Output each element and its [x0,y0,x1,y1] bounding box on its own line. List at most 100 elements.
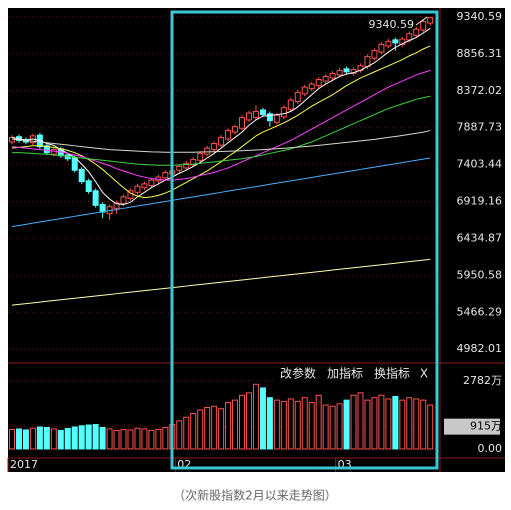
toolbar-button[interactable]: 加指标 [327,366,363,381]
y-tick-label: 7887.73 [457,121,503,134]
y-tick-label: 915万 [470,420,502,433]
caption: （次新股指数2月以来走势图） [173,488,337,503]
candle-body [378,43,385,53]
x-tick-label: 2017 [10,458,38,471]
candle-body [134,185,141,193]
candle-body [183,162,190,169]
candle-body [162,171,169,179]
volume-bar [78,425,85,450]
volume-bar [364,399,371,450]
candle-body [218,136,225,146]
annotation-pointer [415,16,428,26]
volume-bar [99,426,106,450]
candle-body [294,91,301,103]
ma-line [11,258,431,306]
volume-bar [239,394,246,450]
volume-bar [280,400,287,450]
volume-bar [413,398,420,450]
y-tick-label: 9340.59 [457,10,503,23]
volume-bar [329,405,336,450]
volume-bar [350,394,357,450]
ma-line [11,157,431,228]
volume-bar [85,424,92,450]
candle-body [336,69,343,76]
volume-bar [127,429,134,450]
y-tick-label: 0.00 [478,442,503,455]
y-tick-label: 5950.58 [457,268,503,281]
y-tick-label: 6434.87 [457,231,503,244]
volume-bar [15,428,22,450]
volume-bar [50,428,57,450]
toolbar-button[interactable]: 改参数 [280,366,316,381]
volume-bar [259,387,266,450]
candle-body [413,28,420,36]
candle-body [239,117,246,129]
volume-bar [273,399,280,450]
y-tick-label: 5466.29 [457,305,503,318]
candle-body [301,86,308,95]
candle-body [225,130,232,140]
volume-bar [420,399,427,450]
candle-body [190,159,197,166]
candle-body [176,165,183,171]
candle-body [197,152,204,161]
volume-bar [399,399,406,450]
annotation: 9340.59 [369,18,415,31]
candle-body [113,202,120,209]
volume-bar [315,394,322,450]
volume-bar [155,428,162,450]
candle-body [245,112,252,121]
volume-bar [92,424,99,450]
candle-body [120,196,127,205]
volume-bar [120,428,127,450]
volume-bar [343,399,350,450]
candle-body [43,145,50,154]
y-tick-label: 7403.44 [457,158,503,171]
volume-bar [43,426,50,450]
volume-bar [427,404,434,450]
volume-bar [71,426,78,450]
volume-bar [190,413,197,450]
candle-body [427,17,434,24]
toolbar-button[interactable]: X [420,367,428,381]
volume-bar [225,402,232,450]
toolbar-button[interactable]: 换指标 [374,366,410,381]
candle-body [343,68,350,73]
candle-body [141,183,148,189]
candle-body [50,149,57,155]
candle-body [322,75,329,82]
candle-body [315,78,322,87]
volume-bar [218,408,225,450]
volume-bar [385,398,392,450]
volume-bar [406,397,413,450]
volume-bar [148,429,155,450]
candle-body [280,107,287,118]
candle-body [78,168,85,183]
candle-body [232,126,239,133]
volume-bar [22,429,29,450]
candle-body [371,50,378,59]
candle-body [259,109,266,116]
candle-body [71,157,78,171]
candle-body [85,180,92,193]
volume-bar [64,427,71,450]
volume-bar [266,397,273,450]
ma-line [11,69,431,181]
candle-body [92,190,99,206]
candle-body [148,179,155,186]
volume-bar [162,426,169,450]
candle-body [204,147,211,155]
candle-body [329,72,336,79]
volume-bar [134,427,141,450]
candle-body [385,40,392,47]
candle-body [287,99,294,110]
y-tick-label: 4982.01 [457,342,503,355]
toolbar-background [276,365,436,382]
volume-bar [378,394,385,450]
candle-body [252,111,259,119]
candle-body [308,83,315,90]
y-tick-label: 8372.02 [457,84,503,97]
y-tick-label: 6919.16 [457,195,503,208]
volume-bar [245,392,252,450]
